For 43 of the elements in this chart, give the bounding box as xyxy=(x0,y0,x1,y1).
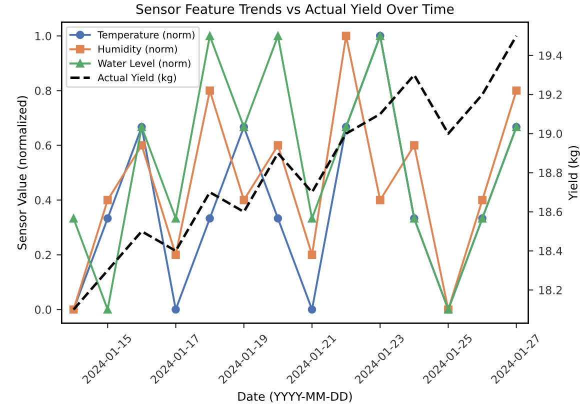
point xyxy=(172,305,180,314)
point xyxy=(69,214,78,223)
point xyxy=(478,196,486,204)
y2-tick-label: 19.0 xyxy=(539,130,562,138)
y2-tick-label: 18.4 xyxy=(539,246,562,256)
point xyxy=(274,141,282,150)
point xyxy=(308,250,316,259)
point xyxy=(103,305,112,314)
y2-tick-label: 19.2 xyxy=(539,90,562,99)
point xyxy=(172,250,180,259)
point xyxy=(274,214,282,223)
point xyxy=(274,32,282,40)
y-tick-label: 1.0 xyxy=(35,32,52,40)
chart-title: Sensor Feature Trends vs Actual Yield Over Time xyxy=(136,4,454,14)
point xyxy=(342,32,350,40)
y-tick-label: 0.2 xyxy=(34,250,51,260)
y-tick-label: 0.6 xyxy=(34,141,52,150)
y2-tick-label: 18.8 xyxy=(539,168,562,178)
y-axis-title: Sensor Value (normalized) xyxy=(17,96,28,250)
point xyxy=(512,86,521,95)
y-tick-label: 0.0 xyxy=(34,305,52,314)
point xyxy=(410,141,418,150)
legend-label: Humidity (norm) xyxy=(98,45,177,55)
y-tick-label: 0.8 xyxy=(34,86,52,96)
point xyxy=(206,32,214,40)
x-axis-title: Date (YYYY-MM-DD) xyxy=(238,392,352,402)
point xyxy=(240,196,248,204)
point xyxy=(206,86,214,95)
legend-label: Actual Yield (kg) xyxy=(98,74,176,84)
point xyxy=(376,196,384,204)
point xyxy=(103,214,112,223)
point xyxy=(308,214,316,223)
y2-axis-title: Yield (kg) xyxy=(568,146,580,200)
y2-tick-label: 18.6 xyxy=(539,208,562,216)
legend-label: Temperature (norm) xyxy=(98,30,194,40)
legend-label: Water Level (norm) xyxy=(98,60,190,68)
y2-tick-label: 18.2 xyxy=(539,286,562,294)
point xyxy=(103,196,112,204)
point xyxy=(308,305,316,314)
point xyxy=(172,214,180,223)
y-tick-label: 0.4 xyxy=(34,196,52,204)
point xyxy=(206,214,214,223)
y2-tick-label: 19.4 xyxy=(539,51,562,60)
